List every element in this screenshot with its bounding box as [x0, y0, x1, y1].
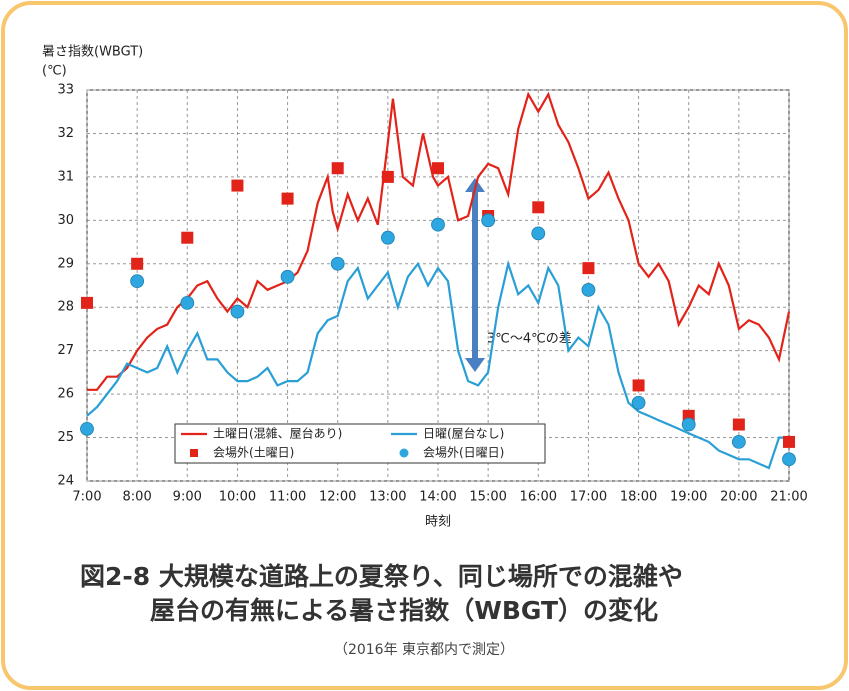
marker-circle: [230, 304, 245, 319]
marker-square: [231, 179, 244, 192]
y-tick-label: 25: [57, 430, 74, 445]
x-tick-label: 11:00: [269, 490, 306, 505]
marker-circle: [80, 421, 94, 436]
marker-square: [331, 162, 344, 175]
marker-circle: [581, 282, 596, 297]
subtitle: （2016年 東京都内で測定）: [334, 642, 514, 658]
marker-square: [532, 201, 545, 214]
marker-square: [281, 192, 294, 205]
x-tick-label: 7:00: [72, 490, 101, 505]
series-line: [86, 259, 789, 470]
marker-square: [783, 435, 795, 448]
y-tick-label: 33: [57, 83, 74, 98]
marker-circle: [731, 434, 746, 449]
marker-circle: [130, 274, 145, 289]
series-line: [87, 91, 791, 391]
marker-square: [732, 418, 745, 431]
y-tick-label: 28: [57, 300, 74, 315]
y-axis-label: 暑さ指数(WBGT): [42, 45, 143, 60]
y-tick-label: 31: [57, 169, 74, 184]
x-tick-label: 18:00: [620, 490, 657, 505]
legend-label: 土曜日(混雑、屋台あり): [213, 426, 342, 441]
x-tick-label: 19:00: [670, 490, 707, 505]
chart-title: 図2-8 大規模な道路上の夏祭り、同じ場所での混雑や: [80, 562, 683, 591]
x-tick-label: 20:00: [720, 490, 757, 505]
marker-square: [432, 162, 444, 175]
marker-square: [181, 231, 194, 244]
marker-square: [131, 257, 144, 270]
y-tick-label: 24: [57, 474, 74, 489]
marker-circle: [782, 452, 796, 467]
legend-label: 会場外(日曜日): [423, 446, 504, 460]
x-tick-label: 13:00: [369, 490, 406, 505]
x-tick-label: 16:00: [520, 490, 557, 505]
marker-circle: [380, 230, 395, 245]
marker-circle: [330, 256, 345, 271]
legend-label: 日曜(屋台なし): [423, 426, 504, 441]
y-tick-label: 29: [57, 256, 74, 271]
annotation: 3℃～4℃の差: [487, 332, 572, 347]
marker-square: [582, 262, 595, 275]
marker-circle: [431, 217, 445, 232]
marker-circle: [280, 269, 295, 284]
legend-swatch: [399, 448, 409, 458]
x-tick-label: 10:00: [219, 490, 256, 505]
y-tick-label: 27: [57, 343, 74, 358]
marker-circle: [631, 395, 646, 410]
y-tick-label: 26: [57, 387, 74, 402]
y-axis-label: (℃): [42, 64, 67, 79]
x-tick-label: 21:00: [770, 490, 807, 505]
x-tick-label: 8:00: [123, 490, 152, 505]
x-tick-label: 15:00: [469, 490, 506, 505]
legend-swatch: [190, 449, 198, 457]
x-tick-label: 12:00: [319, 490, 356, 505]
marker-circle: [681, 417, 696, 432]
marker-circle: [180, 295, 195, 310]
marker-circle: [481, 213, 496, 228]
x-axis-label: 時刻: [425, 515, 451, 530]
marker-square: [81, 296, 93, 309]
legend: [174, 423, 546, 464]
chart-title: 屋台の有無による暑さ指数（WBGT）の変化: [150, 596, 658, 625]
y-tick-label: 30: [57, 213, 74, 228]
marker-square: [632, 379, 645, 392]
marker-square: [381, 170, 394, 183]
y-tick-label: 32: [57, 126, 74, 141]
annotation-arrowhead: [465, 358, 485, 372]
marker-circle: [531, 226, 546, 241]
legend-label: 会場外(土曜日): [213, 446, 294, 460]
x-tick-label: 9:00: [173, 490, 202, 505]
x-tick-label: 17:00: [570, 490, 607, 505]
x-tick-label: 14:00: [419, 490, 456, 505]
